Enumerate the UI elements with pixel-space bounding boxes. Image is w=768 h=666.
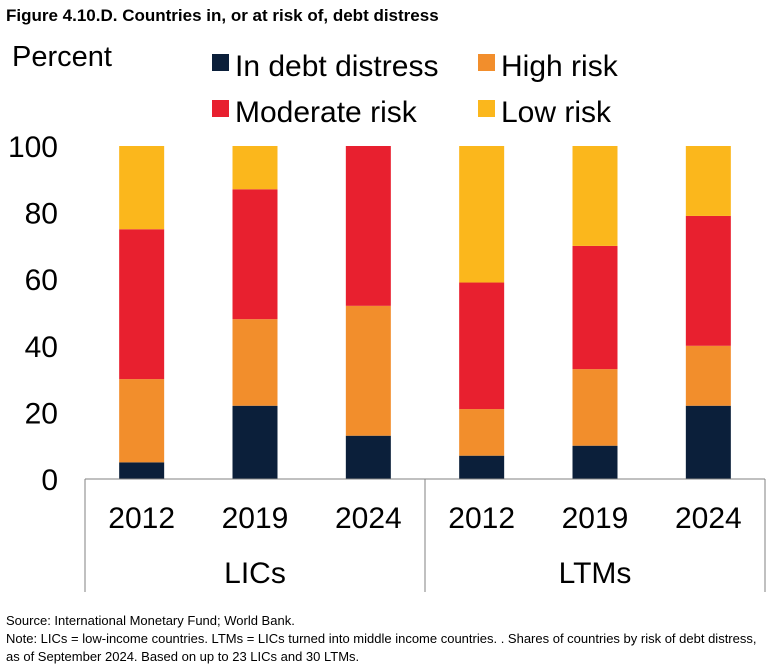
y-axis-label: Percent (12, 41, 112, 73)
legend-swatch (212, 100, 229, 117)
figure-title: Figure 4.10.D. Countries in, or at risk … (6, 6, 439, 25)
bar-segment-in-debt-distress (685, 405, 731, 479)
bar-segment-low-risk (232, 146, 278, 190)
bar-segment-in-debt-distress (119, 462, 165, 479)
x-tick-label: 2012 (448, 502, 515, 535)
bar-segment-high-risk (459, 409, 505, 456)
bar-segment-moderate-risk (685, 215, 731, 346)
bar-segment-high-risk (119, 379, 165, 463)
legend-label: In debt distress (235, 50, 438, 83)
source-note: Source: International Monetary Fund; Wor… (6, 613, 295, 628)
x-tick-label: 2024 (335, 502, 402, 535)
bar-segment-low-risk (685, 146, 731, 216)
y-tick-label: 20 (25, 397, 58, 430)
bar-segment-high-risk (345, 305, 391, 436)
legend-swatch (212, 54, 229, 71)
bar-segment-moderate-risk (345, 146, 391, 306)
y-tick-label: 80 (25, 198, 58, 231)
x-group-label: LTMs (559, 557, 632, 590)
y-tick-label: 0 (41, 464, 58, 497)
bar-segment-in-debt-distress (459, 455, 505, 479)
x-tick-label: 2012 (108, 502, 175, 535)
bar-segment-high-risk (685, 345, 731, 406)
legend-swatch (478, 54, 495, 71)
legend-label: Moderate risk (235, 96, 418, 129)
bar-segment-high-risk (232, 319, 278, 406)
y-tick-label: 60 (25, 264, 58, 297)
y-tick-label: 40 (25, 331, 58, 364)
bar-segment-moderate-risk (572, 245, 618, 370)
legend-swatch (478, 100, 495, 117)
bar-segment-low-risk (119, 146, 165, 230)
x-tick-label: 2024 (675, 502, 742, 535)
bar-segment-in-debt-distress (572, 445, 618, 479)
bar-segment-in-debt-distress (345, 435, 391, 479)
bar-segment-moderate-risk (459, 282, 505, 410)
bar-segment-high-risk (572, 369, 618, 446)
x-tick-label: 2019 (222, 502, 289, 535)
bar-segment-in-debt-distress (232, 405, 278, 479)
bar-segment-low-risk (459, 146, 505, 283)
bar-segment-moderate-risk (232, 189, 278, 320)
x-tick-label: 2019 (562, 502, 629, 535)
x-group-label: LICs (224, 557, 286, 590)
legend-label: Low risk (501, 96, 612, 129)
legend-label: High risk (501, 50, 619, 83)
bar-segment-low-risk (572, 146, 618, 246)
bar-segment-moderate-risk (119, 229, 165, 380)
stacked-bar-chart: Percent 0 20 40 60 80 100 2012 2019 2024 2012 2019 2… (8, 41, 766, 592)
y-tick-label: 100 (8, 131, 58, 164)
footnote: Note: LICs = low-income countries. LTMs … (6, 631, 757, 664)
